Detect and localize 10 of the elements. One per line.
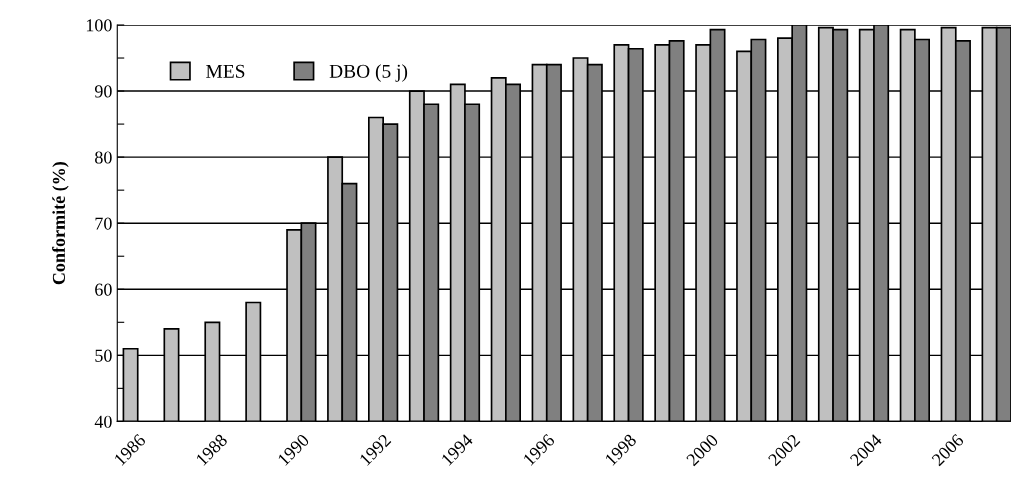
y-tick-label: 90	[94, 85, 112, 98]
y-tick-label: 60	[95, 283, 112, 296]
y-tick-label: 100	[86, 19, 112, 32]
y-tick-label: 40	[94, 415, 112, 428]
y-tick-label: 70	[95, 217, 112, 230]
legend-label: MES	[206, 64, 245, 78]
y-axis-title: Conformité (%)	[52, 162, 69, 285]
y-tick-label: 80	[95, 151, 112, 164]
y-tick-label: 50	[95, 349, 112, 362]
legend-label: DBO (5 j)	[329, 64, 408, 82]
